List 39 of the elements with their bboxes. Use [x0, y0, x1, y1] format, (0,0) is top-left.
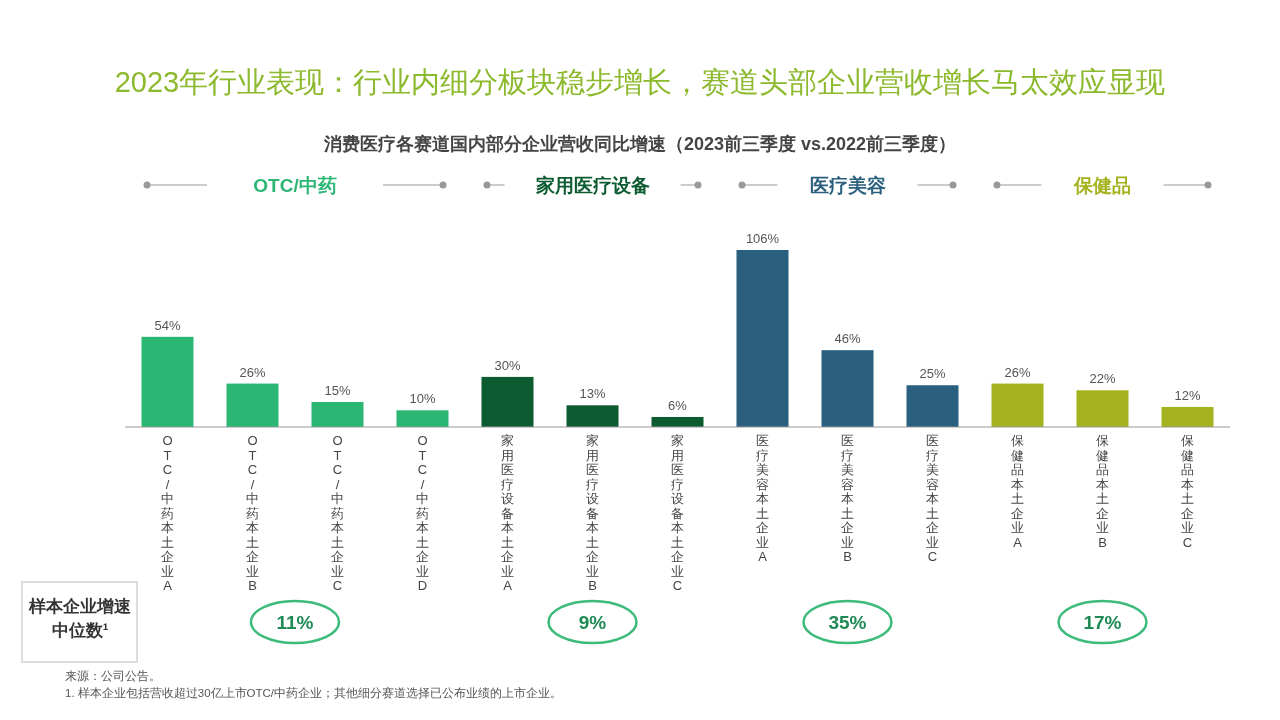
- x-tick-label: 医疗美容本土企业A: [756, 433, 769, 564]
- text: 样本企业增速中位数¹: [28, 596, 132, 642]
- text: 11%: [276, 612, 314, 633]
- text: 9%: [578, 612, 607, 633]
- data-label: 26%: [239, 364, 266, 380]
- data-label: 106%: [745, 231, 780, 246]
- x-tick-label: OTC/中药本土企业B: [246, 433, 259, 593]
- text: 35%: [828, 612, 867, 633]
- data-label: 6%: [668, 397, 688, 413]
- data-label: 13%: [579, 386, 606, 402]
- data-label: 15%: [324, 382, 351, 398]
- x-tick-label: OTC/中药本土企业A: [161, 433, 174, 593]
- x-tick-label: 保健品本土企业C: [1181, 433, 1194, 550]
- text: 17%: [1083, 612, 1122, 633]
- x-tick-label: OTC/中药本土企业D: [416, 433, 429, 593]
- text: 1. 样本企业包括营收超过30亿上市OTC/中药企业；其他细分赛道选择已公布业绩的上市企业。: [65, 686, 563, 699]
- text: 家用医疗设备: [534, 175, 650, 196]
- source-note: 来源：公司公告。: [65, 670, 161, 682]
- x-tick-label: OTC/中药本土企业C: [331, 433, 344, 593]
- x-tick-label: 医疗美容本土企业B: [841, 433, 854, 564]
- data-label: 54%: [154, 317, 181, 333]
- x-tick-label: 家用医疗设备本土企业B: [586, 433, 599, 593]
- data-label: 22%: [1089, 371, 1116, 387]
- data-label: 25%: [919, 366, 946, 382]
- text: 保健品: [1073, 175, 1131, 196]
- chart-title: 2023年行业表现：行业内细分板块稳步增长，赛道头部企业营收增长马太效应显现: [114, 66, 1166, 98]
- data-label: 26%: [1004, 364, 1031, 380]
- data-label: 10%: [409, 391, 436, 407]
- x-tick-label: 医疗美容本土企业C: [926, 433, 939, 564]
- data-label: 46%: [834, 331, 861, 347]
- data-label: 12%: [1174, 387, 1201, 403]
- text: OTC/中药: [253, 175, 337, 196]
- chart-subtitle: 消费医疗各赛道国内部分企业营收同比增速（2023前三季度 vs.2022前三季度）: [322, 134, 957, 154]
- data-label: 30%: [494, 357, 521, 373]
- text: 医疗美容: [809, 175, 886, 196]
- x-tick-label: 保健品本土企业A: [1011, 433, 1024, 550]
- x-tick-label: 家用医疗设备本土企业A: [501, 433, 514, 593]
- x-tick-label: 家用医疗设备本土企业C: [671, 433, 684, 593]
- x-tick-label: 保健品本土企业B: [1096, 433, 1109, 550]
